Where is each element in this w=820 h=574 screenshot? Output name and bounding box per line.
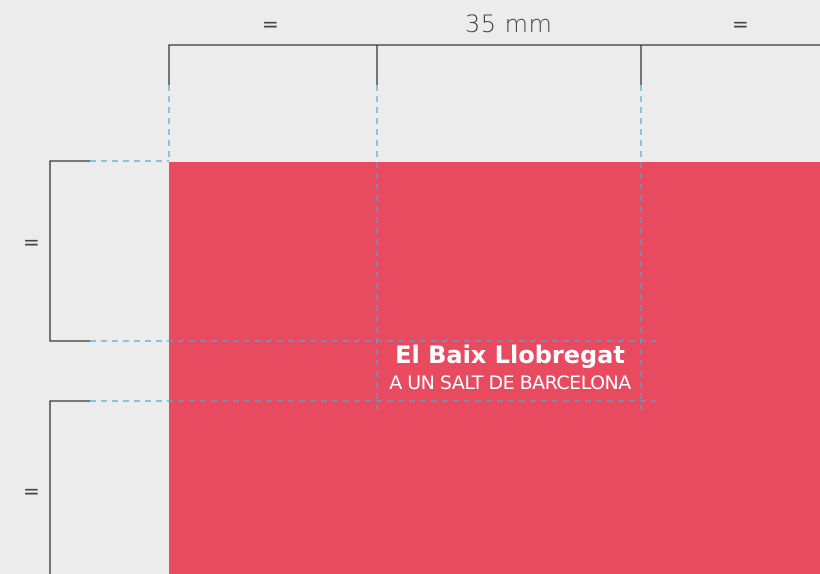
left-dimension-bracket-upper [50, 161, 90, 341]
top-dimension-line [169, 45, 820, 85]
dimension-label-top-right: = [732, 12, 749, 36]
dimension-label-top-left: = [262, 12, 279, 36]
logo-title: El Baix Llobregat [372, 340, 648, 370]
left-dimension-bracket-lower [50, 401, 90, 574]
dimension-label-left-lower: = [23, 479, 40, 503]
logo-subtitle: A UN SALT DE BARCELONA [372, 370, 648, 396]
dimension-label-top-middle: 35 mm [465, 10, 552, 38]
dimension-label-left-upper: = [23, 230, 40, 254]
brand-logo: El Baix Llobregat A UN SALT DE BARCELONA [372, 340, 648, 396]
